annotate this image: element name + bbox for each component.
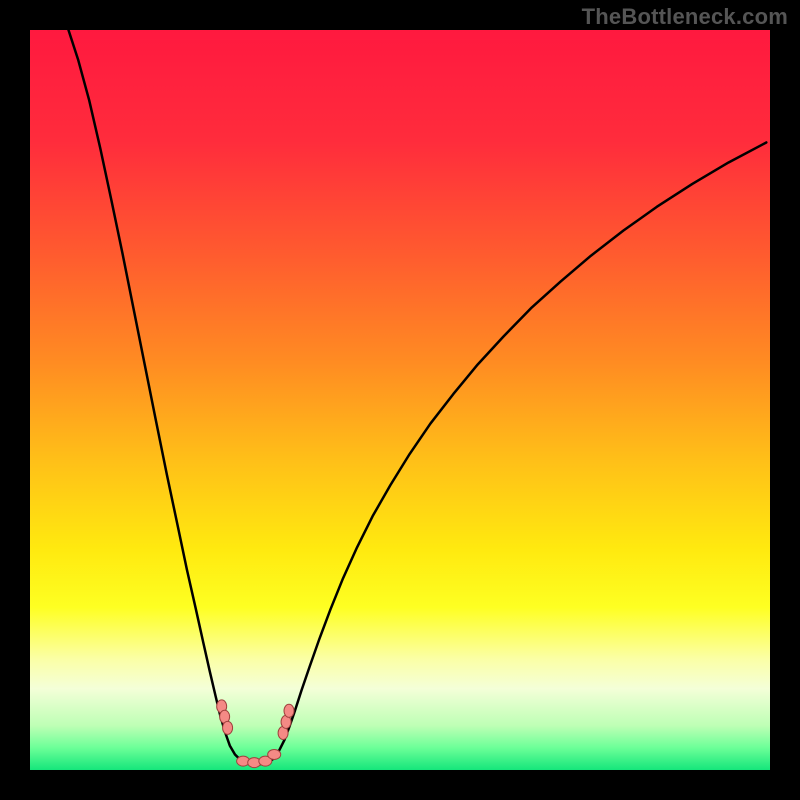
marker-left-2 (223, 721, 233, 734)
chart-frame: TheBottleneck.com (0, 0, 800, 800)
watermark-text: TheBottleneck.com (582, 4, 788, 30)
gradient-background (30, 30, 770, 770)
marker-bottom-3 (268, 749, 281, 759)
chart-plot (30, 30, 770, 770)
marker-right-2 (284, 704, 294, 717)
